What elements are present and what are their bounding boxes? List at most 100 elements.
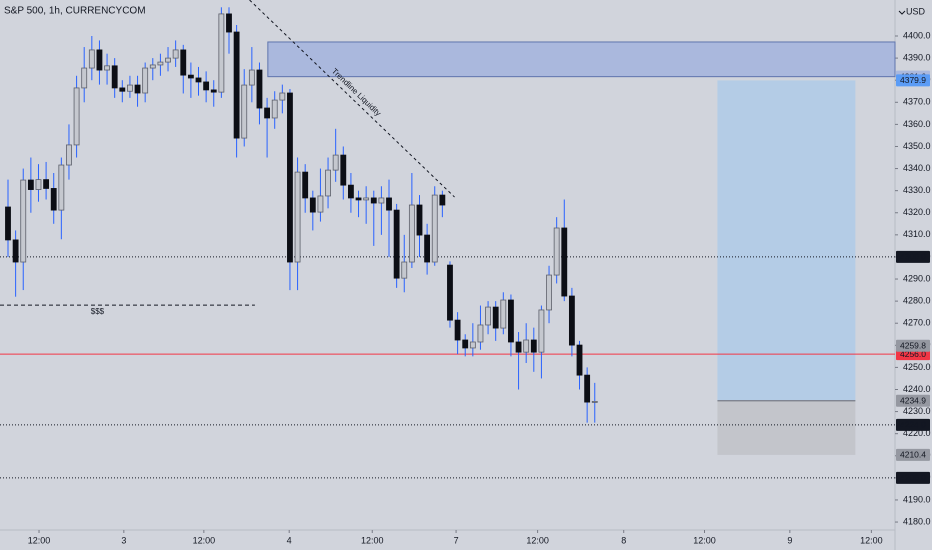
candle-body <box>568 295 575 346</box>
candle-body <box>279 92 286 101</box>
price-tag-label: 4300.0 <box>900 252 926 262</box>
price-tag-label: 4259.8 <box>900 340 926 350</box>
candle-body <box>81 67 88 89</box>
price-tag-label: 4234.9 <box>900 396 926 406</box>
price-tag-label: 4256.0 <box>900 349 926 359</box>
candle-body <box>127 84 133 92</box>
candle-body <box>96 49 103 71</box>
candle-body <box>408 204 415 263</box>
price-tag <box>896 74 930 87</box>
candle-body <box>241 84 248 139</box>
y-tick-label: 4230.0 <box>903 406 931 416</box>
candle-body <box>134 84 141 94</box>
candle-body <box>256 69 263 109</box>
candle-body <box>157 61 164 66</box>
y-tick-label: 4190.0 <box>903 494 931 504</box>
candle-body <box>248 69 255 86</box>
candle-body <box>325 169 331 197</box>
candle-body <box>347 184 354 199</box>
y-tick-label: 4330.0 <box>903 185 931 195</box>
price-tag <box>896 394 930 407</box>
candle-body <box>576 344 583 376</box>
candle-body <box>393 209 400 279</box>
candle-body <box>218 13 225 93</box>
candle-body <box>454 319 461 341</box>
candle-body <box>43 179 50 189</box>
candle-body <box>142 67 149 94</box>
candle-body <box>50 188 57 211</box>
x-tick-label: 3 <box>121 535 126 545</box>
candle-body <box>287 92 293 263</box>
candle-body <box>378 197 385 204</box>
y-tick-label: 4180.0 <box>903 516 931 526</box>
candle-body <box>500 299 507 329</box>
x-tick-label: 12:00 <box>361 535 384 545</box>
candle-body <box>195 77 202 83</box>
supply-zone <box>267 41 896 78</box>
candle-body <box>553 227 560 276</box>
y-tick-label: 4310.0 <box>903 229 931 239</box>
y-tick-label: 4320.0 <box>903 207 931 217</box>
candle-body <box>35 179 42 190</box>
candle-body <box>149 64 156 69</box>
price-tag-label: 4224.0 <box>900 420 926 430</box>
y-tick-label: 4390.0 <box>903 52 931 62</box>
stop-zone <box>717 400 856 455</box>
price-tag-label: 4210.4 <box>900 450 926 460</box>
y-tick-label: 4350.0 <box>903 141 931 151</box>
x-tick-label: 12:00 <box>860 535 883 545</box>
y-tick-label: 4280.0 <box>903 295 931 305</box>
candle-body <box>477 324 484 343</box>
candle-body <box>431 194 438 263</box>
price-tag-label: 4200.0 <box>900 473 926 483</box>
candle-body <box>515 341 522 353</box>
price-tag <box>896 448 930 461</box>
candle-body <box>104 65 110 71</box>
y-tick-label: 4360.0 <box>903 119 931 129</box>
x-tick-label: 12:00 <box>526 535 549 545</box>
y-tick-label: 4270.0 <box>903 318 931 328</box>
candle-body <box>73 87 80 146</box>
candle-body <box>538 309 545 353</box>
candle-body <box>530 339 537 353</box>
chart-title: S&P 500, 1h, CURRENCYCOM <box>4 6 146 17</box>
candle-body <box>264 107 271 119</box>
candle-body <box>332 154 339 171</box>
price-tag-label: 4379.9 <box>900 75 926 85</box>
candle-body <box>302 171 309 199</box>
candle-body <box>546 274 552 311</box>
y-tick-label: 4250.0 <box>903 362 931 372</box>
candle-body <box>20 179 27 263</box>
liquidity-label: $$$ <box>91 307 105 316</box>
candle-body <box>591 401 598 403</box>
trendline <box>249 0 455 198</box>
candle-body <box>180 49 187 76</box>
x-tick-label: 8 <box>621 535 626 545</box>
currency-dropdown[interactable] <box>898 10 906 15</box>
candle-body <box>508 299 514 343</box>
candle-body <box>119 87 126 92</box>
candle-body <box>447 264 453 321</box>
y-tick-label: 4370.0 <box>903 97 931 107</box>
candle-body <box>584 374 591 403</box>
candle-body <box>309 197 316 213</box>
candle-body <box>27 179 34 190</box>
x-tick-label: 7 <box>454 535 459 545</box>
candle-body <box>523 339 530 353</box>
candle-body <box>294 171 301 263</box>
candle-body <box>469 341 476 349</box>
candle-body <box>439 194 446 206</box>
candle-body <box>485 306 491 326</box>
price-tag <box>896 250 930 263</box>
candle-body <box>401 261 408 279</box>
candle-body <box>424 234 431 263</box>
candle-body <box>561 227 568 297</box>
candle-body <box>88 49 95 69</box>
x-tick-label: 12:00 <box>28 535 51 545</box>
candle-body <box>226 13 232 33</box>
candle-body <box>233 31 240 139</box>
target-zone <box>717 80 856 401</box>
candle-body <box>58 164 65 211</box>
candle-body <box>317 195 324 213</box>
